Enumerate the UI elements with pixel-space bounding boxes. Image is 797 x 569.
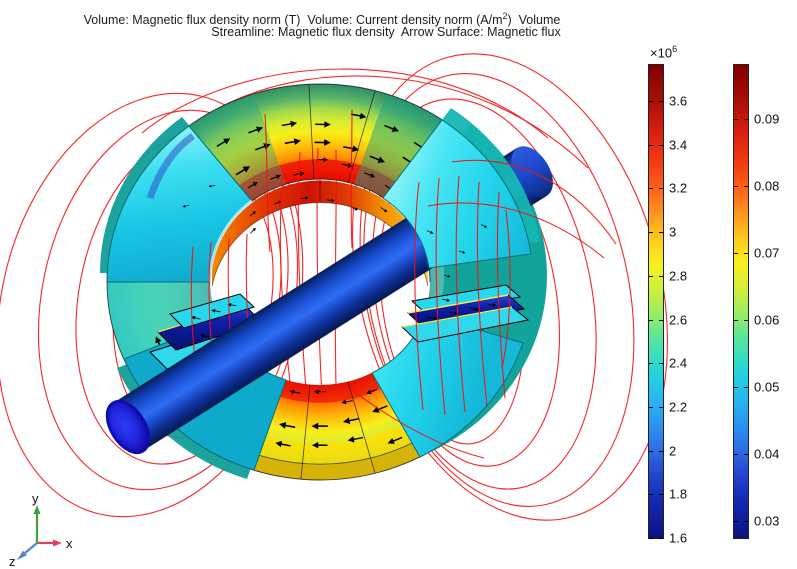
- colorbar-exponent: ×106: [650, 44, 677, 60]
- colorbar-tick-label: 2.2: [669, 399, 688, 415]
- field-streamline: [141, 68, 549, 139]
- x-axis-arrowhead: [53, 539, 62, 547]
- field-streamline: [359, 73, 635, 507]
- left-pole-shading: [146, 133, 196, 200]
- colorbar-magnetic-flux-density: 0.09 0.08 0.07 0.06 0.05 0.04 0.03: [733, 44, 797, 559]
- plot-title-line-1: Volume: Magnetic flux density norm (T) V…: [0, 8, 644, 28]
- left-pole-highlight: [208, 199, 253, 283]
- x-axis-label: x: [66, 536, 73, 551]
- field-streamline: [363, 98, 597, 490]
- colorbar-tick-label: 0.06: [754, 312, 780, 328]
- field-streamline: [427, 202, 605, 259]
- colorbar-tick-label: 3: [669, 224, 677, 240]
- right-pole-piece[interactable]: [371, 108, 540, 458]
- colorbar-tick-label: 1.6: [669, 530, 688, 546]
- field-streamline: [204, 75, 589, 169]
- colorbar-tick-label: 0.03: [754, 513, 780, 529]
- plot-title-superscript: 2: [502, 11, 508, 21]
- right-pole-lower-face: [371, 313, 524, 458]
- colorbar-exponent-power: 6: [672, 44, 678, 54]
- z-axis-arrow: [24, 542, 38, 554]
- colorbar-tick-label: 0.09: [754, 111, 780, 127]
- y-axis-label: y: [32, 491, 39, 506]
- field-streamline: [350, 109, 353, 249]
- colorbar-tick-label: 3.6: [669, 93, 688, 109]
- magnetic-flux-streamlines-front: [351, 159, 617, 459]
- magnetic-flux-streamlines-hole: [264, 109, 353, 399]
- field-streamline: [435, 177, 446, 416]
- colorbar-gradient-bar: 3.6 3.4 3.2 3 2.8 2.6 2.4 2.2 2 1.8 1.6: [648, 64, 687, 546]
- magnetic-flux-streamlines-right: [414, 175, 511, 416]
- colorbar-tick-label: 3.2: [669, 180, 688, 196]
- flux-arrow: [248, 226, 258, 235]
- right-magnet-stack[interactable]: [400, 284, 530, 343]
- field-streamline: [264, 113, 271, 253]
- colorbar-tick-label: 1.8: [669, 486, 688, 502]
- view-axis-triad: x y z: [9, 491, 73, 569]
- colorbar-tick-label: 2.8: [669, 268, 688, 284]
- y-axis-arrowhead: [33, 505, 41, 514]
- colorbar-tick-label: 2: [669, 443, 677, 459]
- field-streamline: [455, 175, 466, 413]
- colorbar-tick-label: 0.04: [754, 446, 780, 462]
- colorbar-tick-label: 0.05: [754, 379, 780, 395]
- plot-title-text: Volume: Magnetic flux density norm (T) V…: [83, 13, 503, 28]
- plot-title-text: ) Volume: [507, 13, 561, 28]
- colorbar-tick-label: 3.4: [669, 137, 688, 153]
- ring-mesh-lines: [300, 84, 376, 480]
- field-streamline: [297, 151, 307, 391]
- shaft-left-cap: [105, 400, 151, 454]
- field-streamline: [496, 191, 506, 399]
- field-streamline: [334, 149, 337, 387]
- colorbar-tick-label: 2.4: [669, 355, 688, 371]
- colorbar-tick-label: 0.08: [754, 178, 780, 194]
- colorbar-exponent-base: ×10: [650, 45, 673, 61]
- ring-inner-wall: [212, 180, 428, 286]
- field-streamline: [279, 171, 293, 399]
- field-streamline: [451, 159, 617, 245]
- field-streamline: [316, 147, 323, 399]
- field-streamline: [476, 181, 488, 407]
- field-streamline: [501, 209, 511, 369]
- field-streamline: [351, 389, 485, 459]
- z-axis-label: z: [9, 554, 16, 569]
- colorbar-tick-label: 2.6: [669, 312, 688, 328]
- colorbar-current-density: ×106 3.6 3.4 3.2 3 2.8 2.6 2.4 2.2 2 1.8 1.6: [648, 44, 768, 559]
- z-axis-arrowhead: [17, 550, 27, 560]
- colorbar-tick-label: 0.07: [754, 245, 780, 261]
- field-streamline: [414, 181, 424, 411]
- plot-title-line-2: Streamline: Magnetic flux density Arrow …: [211, 25, 561, 39]
- right-pole-upper-face: [382, 119, 532, 269]
- colorbar-gradient-bar: 0.09 0.08 0.07 0.06 0.05 0.04 0.03: [733, 64, 779, 539]
